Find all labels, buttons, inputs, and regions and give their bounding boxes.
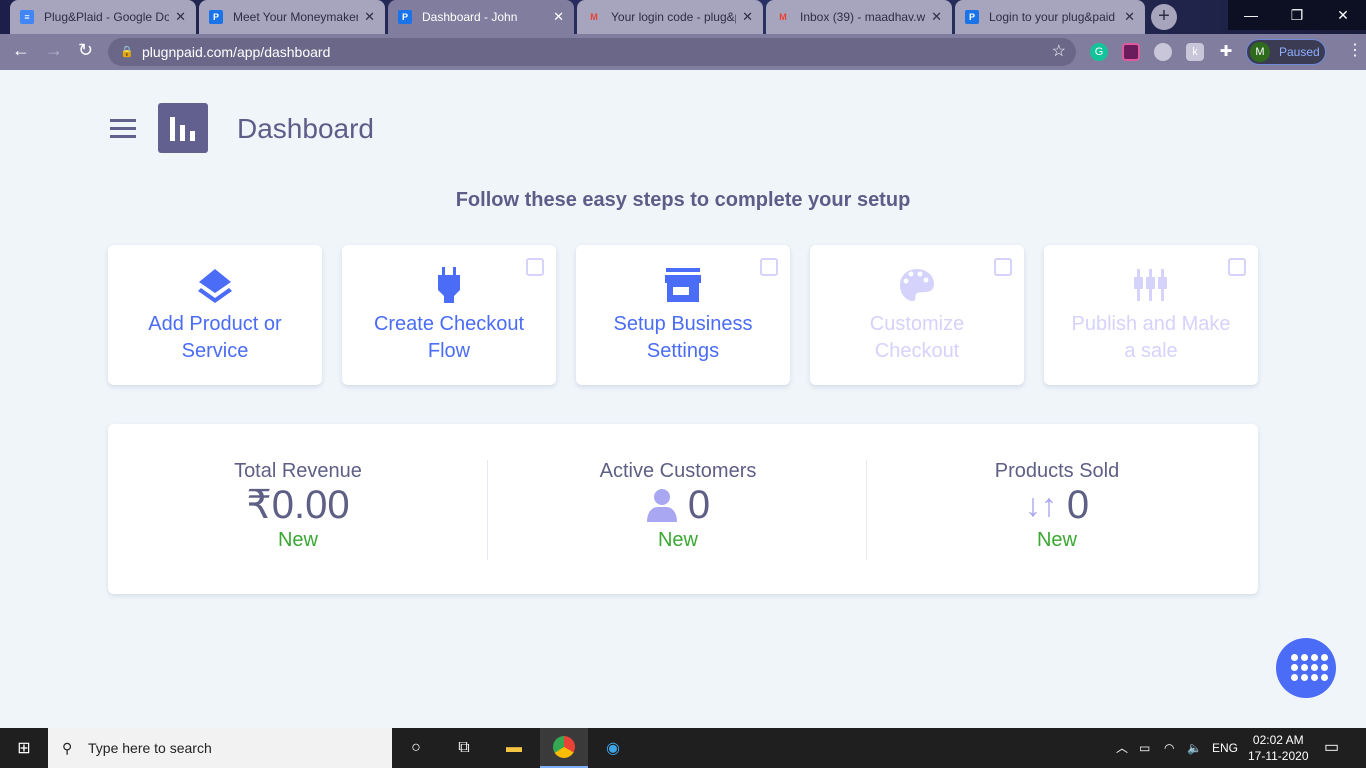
apps-grid-button[interactable]: [1276, 638, 1336, 698]
gmail-icon: M: [779, 12, 787, 22]
stat-total-revenue: Total Revenue ₹0.00 New: [108, 460, 488, 552]
status-badge: New: [1036, 529, 1077, 551]
setup-subtitle: Follow these easy steps to complete your…: [455, 189, 911, 211]
close-tab-icon[interactable]: ✕: [931, 9, 942, 24]
battery-icon[interactable]: ▭: [1139, 741, 1151, 755]
close-tab-icon[interactable]: ✕: [175, 9, 186, 24]
step-publish[interactable]: Publish and Make a sale: [1044, 245, 1258, 385]
divider: [487, 460, 488, 560]
dashboard-page: Dashboard Follow these easy steps to com…: [0, 70, 1366, 728]
close-tab-icon[interactable]: ✕: [742, 9, 753, 24]
hamburger-menu-icon[interactable]: [110, 119, 136, 143]
store-icon: [665, 268, 701, 302]
profile-button[interactable]: M Paused: [1246, 39, 1326, 65]
tab-strip: ≡ Plug&Plaid - Google Docs ✕ P Meet Your Mo…: [0, 0, 1366, 34]
dashboard-logo-icon: [158, 103, 208, 153]
forward-icon[interactable]: →: [45, 40, 63, 60]
gmail-icon: M: [590, 12, 598, 22]
plugnpaid-icon: P: [209, 10, 223, 24]
grammarly-icon[interactable]: G: [1090, 43, 1108, 61]
step-checkbox[interactable]: [994, 258, 1012, 276]
clock[interactable]: 02:02 AM 17-11-2020: [1248, 733, 1309, 763]
back-icon[interactable]: ←: [12, 40, 30, 60]
stat-active-customers: Active Customers 0 New: [488, 460, 868, 552]
sort-arrows-icon: ↓↑: [1024, 487, 1057, 523]
palette-icon: [900, 269, 934, 301]
task-view-icon[interactable]: ⧉: [458, 739, 470, 756]
status-badge: New: [657, 529, 698, 551]
windows-taskbar: ⊞ ⚲ Type here to search ○ ⧉ ▬ ◉ ︿ ▭ ◠ 🔈 E…: [0, 728, 1366, 768]
tab-dashboard[interactable]: P Dashboard - John ✕: [388, 0, 574, 34]
step-checkbox[interactable]: [1228, 258, 1246, 276]
volume-icon[interactable]: 🔈: [1187, 741, 1202, 755]
sliders-icon: [1134, 269, 1167, 301]
close-window-button[interactable]: ✕: [1320, 0, 1366, 30]
step-add-product[interactable]: Add Product or Service: [108, 245, 322, 385]
close-tab-icon[interactable]: ✕: [364, 9, 375, 24]
lock-icon: 🔒: [120, 46, 134, 58]
plugnpaid-icon: P: [398, 10, 412, 24]
extension-chart-icon[interactable]: [1122, 43, 1140, 61]
tab-google-docs[interactable]: ≡ Plug&Plaid - Google Docs ✕: [10, 0, 196, 34]
plugnpaid-icon: P: [965, 10, 979, 24]
globe-icon[interactable]: [1154, 43, 1172, 61]
windows-start-icon[interactable]: ⊞: [17, 740, 31, 757]
cortana-icon[interactable]: ○: [411, 739, 421, 756]
wifi-icon[interactable]: ◠: [1164, 741, 1175, 755]
stats-panel: Total Revenue ₹0.00 New Active Customers…: [108, 424, 1258, 594]
edge-icon[interactable]: ◉: [606, 740, 620, 757]
avatar: M: [1250, 42, 1270, 62]
step-checkbox[interactable]: [526, 258, 544, 276]
user-icon: [646, 489, 677, 522]
status-badge: New: [277, 529, 318, 551]
divider: [866, 460, 867, 560]
notifications-icon[interactable]: ▭: [1324, 739, 1340, 756]
extension-k-icon[interactable]: k: [1186, 43, 1204, 61]
close-tab-icon[interactable]: ✕: [553, 9, 564, 24]
step-customize-checkout[interactable]: Customize Checkout: [810, 245, 1024, 385]
star-icon[interactable]: ☆: [1051, 43, 1066, 60]
tab-login[interactable]: P Login to your plug&paid ✕: [955, 0, 1145, 34]
reload-icon[interactable]: ↻: [78, 40, 94, 60]
menu-dots-icon[interactable]: ⋮: [1347, 42, 1363, 59]
stat-products-sold: Products Sold ↓↑ 0 New: [867, 460, 1247, 552]
language-indicator[interactable]: ENG: [1212, 741, 1239, 755]
step-checkbox[interactable]: [760, 258, 778, 276]
taskbar-search[interactable]: ⚲ Type here to search: [48, 728, 392, 768]
plug-icon: [438, 267, 460, 303]
tab-inbox[interactable]: M Inbox (39) - maadhav.w ✕: [766, 0, 952, 34]
layers-icon: [198, 269, 232, 303]
address-bar[interactable]: 🔒 plugnpaid.com/app/dashboard ☆: [108, 38, 1076, 66]
minimize-button[interactable]: —: [1228, 0, 1274, 30]
chrome-icon[interactable]: [540, 728, 588, 768]
step-business-settings[interactable]: Setup Business Settings: [576, 245, 790, 385]
tab-meet-moneymaker[interactable]: P Meet Your Moneymaker ✕: [199, 0, 385, 34]
browser-toolbar: ← → ↻ 🔒 plugnpaid.com/app/dashboard ☆ G k …: [0, 34, 1366, 70]
file-explorer-icon[interactable]: ▬: [506, 739, 522, 756]
puzzle-icon[interactable]: ✚: [1219, 43, 1233, 60]
step-create-checkout[interactable]: Create Checkout Flow: [342, 245, 556, 385]
show-hidden-icons[interactable]: ︿: [1116, 741, 1129, 755]
page-title: Dashboard: [237, 113, 374, 144]
new-tab-button[interactable]: +: [1151, 4, 1177, 30]
close-tab-icon[interactable]: ✕: [1124, 9, 1135, 24]
search-icon: ⚲: [62, 740, 73, 756]
restore-button[interactable]: ❐: [1274, 0, 1320, 30]
google-docs-icon: ≡: [20, 10, 34, 24]
